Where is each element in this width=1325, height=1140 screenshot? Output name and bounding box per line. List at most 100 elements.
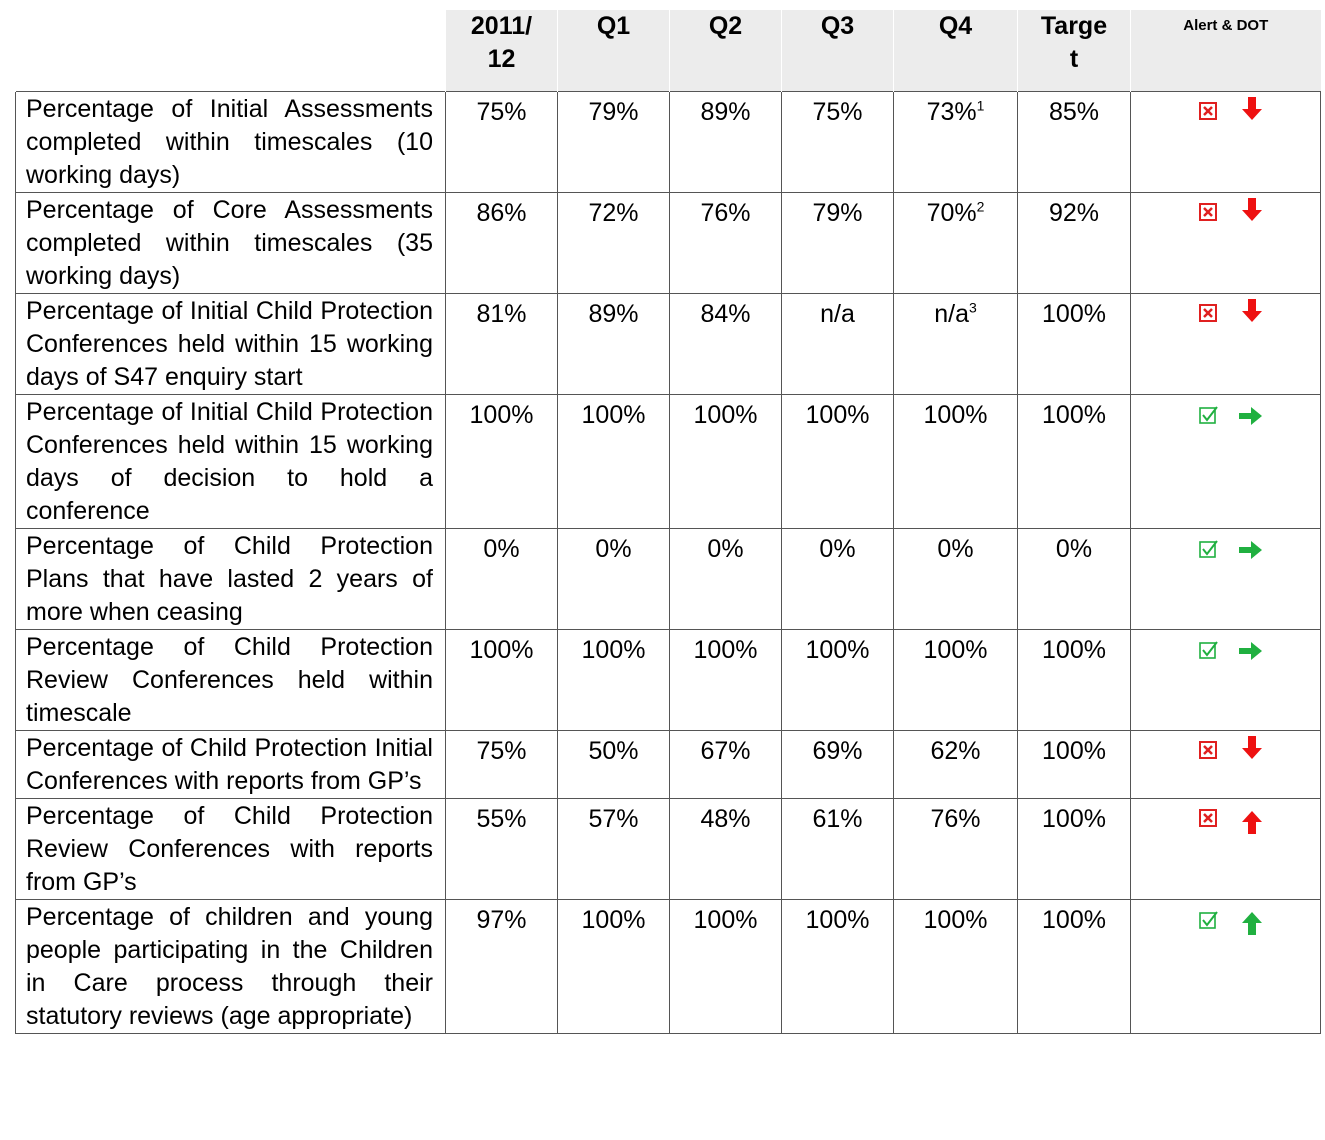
value-cell: 79% (557, 91, 670, 193)
table-row: Percentage of Initial Child Protection C… (15, 293, 1321, 395)
row-label: Percentage of Child Protection Initial C… (15, 730, 446, 799)
value-cell: 0% (781, 528, 894, 630)
value-cell: 100% (781, 629, 894, 731)
value-cell: 57% (557, 798, 670, 900)
alert-pass (1199, 406, 1218, 424)
dot-same (1239, 642, 1262, 660)
value-cell: 62% (893, 730, 1018, 799)
value-cell: 73%1 (893, 91, 1018, 193)
alert-fail (1199, 304, 1217, 322)
row-label: Percentage of Child Protection Review Co… (15, 629, 446, 731)
value-cell: 100% (445, 629, 558, 731)
row-label: Percentage of Initial Child Protection C… (15, 394, 446, 529)
value-cell: 100% (893, 899, 1018, 1034)
column-header: Q2 (669, 10, 782, 92)
alert-dot-cell (1130, 629, 1321, 731)
value-cell: 0% (1017, 528, 1131, 630)
table-row: Percentage of Child Protection Review Co… (15, 798, 1321, 900)
value-cell: 84% (669, 293, 782, 395)
table-row: Percentage of Child Protection Initial C… (15, 730, 1321, 799)
value-cell: 100% (1017, 629, 1131, 731)
alert-fail (1199, 809, 1217, 827)
header-text: 2011/12 (470, 12, 533, 73)
dot-up (1242, 811, 1262, 834)
alert-dot-cell (1130, 394, 1321, 529)
value-cell: 100% (557, 629, 670, 731)
alert-fail (1199, 102, 1217, 120)
value-cell: n/a (781, 293, 894, 395)
alert-dot-cell (1130, 528, 1321, 630)
dot-down (1242, 736, 1262, 759)
value-cell: 76% (893, 798, 1018, 900)
value-cell: 50% (557, 730, 670, 799)
alert-pass (1199, 641, 1218, 659)
value-cell: 79% (781, 192, 894, 294)
alert-dot-cell (1130, 899, 1321, 1034)
row-label: Percentage of Child Protection Review Co… (15, 798, 446, 900)
table-body: Percentage of Initial Assessments comple… (15, 91, 1321, 1034)
value-cell: 75% (445, 91, 558, 193)
value-cell: 100% (669, 629, 782, 731)
value-cell: 100% (893, 394, 1018, 529)
row-label: Percentage of children and young people … (15, 899, 446, 1034)
value-cell: 0% (669, 528, 782, 630)
column-header: Q3 (781, 10, 894, 92)
value-cell: 92% (1017, 192, 1131, 294)
table-row: Percentage of children and young people … (15, 899, 1321, 1034)
alert-dot-cell (1130, 293, 1321, 395)
footnote-ref: 1 (976, 97, 985, 114)
value-cell: 100% (781, 899, 894, 1034)
value-cell: 86% (445, 192, 558, 294)
header-text: Q2 (708, 12, 743, 40)
value-cell: 76% (669, 192, 782, 294)
value-cell: n/a3 (893, 293, 1018, 395)
blank-header (15, 10, 446, 92)
column-header: Alert & DOT (1130, 10, 1321, 92)
alert-pass (1199, 911, 1218, 929)
value-cell: 0% (893, 528, 1018, 630)
value-cell: 100% (1017, 293, 1131, 395)
value-cell: 0% (445, 528, 558, 630)
alert-dot-cell (1130, 192, 1321, 294)
row-label: Percentage of Core Assessments completed… (15, 192, 446, 294)
alert-dot-cell (1130, 91, 1321, 193)
dot-down (1242, 299, 1262, 322)
value-cell: 100% (557, 899, 670, 1034)
value-cell: 81% (445, 293, 558, 395)
table-row: Percentage of Initial Assessments comple… (15, 91, 1321, 193)
dot-same (1239, 541, 1262, 559)
kpi-table: 2011/12 Q1 Q2 Q3 Q4 Target Alert & DOT Percent… (15, 10, 1321, 1034)
value-cell: 55% (445, 798, 558, 900)
value-cell: 100% (781, 394, 894, 529)
value-cell: 75% (781, 91, 894, 193)
header-text: Q1 (596, 12, 631, 40)
value-text: 73% (926, 98, 977, 126)
header-text: Q4 (938, 12, 973, 40)
value-cell: 100% (893, 629, 1018, 731)
column-header: Q1 (557, 10, 670, 92)
value-cell: 0% (557, 528, 670, 630)
header-text: Q3 (820, 12, 855, 40)
value-cell: 100% (1017, 394, 1131, 529)
value-cell: 89% (557, 293, 670, 395)
value-text: 70% (926, 199, 977, 227)
footnote-ref: 2 (976, 198, 985, 215)
value-cell: 100% (1017, 899, 1131, 1034)
value-cell: 89% (669, 91, 782, 193)
value-cell: 70%2 (893, 192, 1018, 294)
value-cell: 100% (557, 394, 670, 529)
header-text: Alert & DOT (1183, 17, 1269, 34)
value-cell: 100% (669, 899, 782, 1034)
value-text: n/a (934, 300, 969, 328)
alert-fail (1199, 741, 1217, 759)
value-cell: 69% (781, 730, 894, 799)
alert-pass (1199, 540, 1218, 558)
header-row: 2011/12 Q1 Q2 Q3 Q4 Target Alert & DOT (15, 10, 1321, 92)
value-cell: 100% (1017, 730, 1131, 799)
row-label: Percentage of Initial Assessments comple… (15, 91, 446, 193)
dot-same (1239, 407, 1262, 425)
footnote-ref: 3 (968, 299, 977, 316)
value-cell: 100% (1017, 798, 1131, 900)
alert-fail (1199, 203, 1217, 221)
